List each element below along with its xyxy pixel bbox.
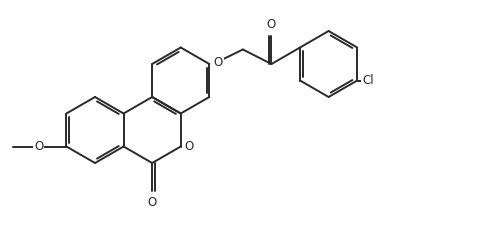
Text: O: O xyxy=(184,140,194,153)
Text: O: O xyxy=(267,18,276,31)
Text: O: O xyxy=(148,196,157,209)
Text: Cl: Cl xyxy=(362,74,374,87)
Text: O: O xyxy=(34,140,43,153)
Text: O: O xyxy=(214,55,222,69)
